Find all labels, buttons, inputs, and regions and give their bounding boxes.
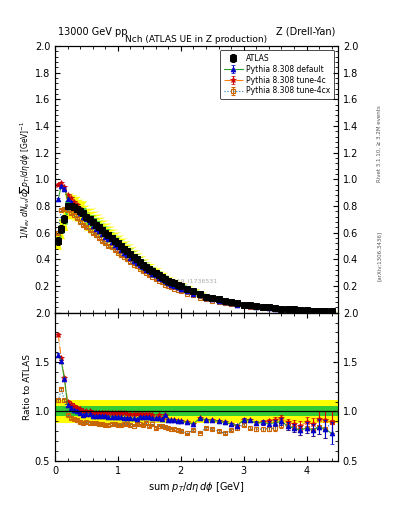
Title: Nch (ATLAS UE in Z production): Nch (ATLAS UE in Z production)	[125, 35, 268, 44]
Text: 13000 GeV pp: 13000 GeV pp	[58, 27, 127, 37]
Text: [arXiv:1306.3436]: [arXiv:1306.3436]	[377, 231, 382, 281]
Text: AT...2019_I1736531: AT...2019_I1736531	[158, 278, 219, 284]
Legend: ATLAS, Pythia 8.308 default, Pythia 8.308 tune-4c, Pythia 8.308 tune-4cx: ATLAS, Pythia 8.308 default, Pythia 8.30…	[220, 50, 334, 99]
Text: Rivet 3.1.10, ≥ 3.2M events: Rivet 3.1.10, ≥ 3.2M events	[377, 105, 382, 182]
Y-axis label: Ratio to ATLAS: Ratio to ATLAS	[23, 354, 32, 420]
Y-axis label: $1/N_{ev}\ dN_{ev}/d\!\sum p_T/d\eta\,d\phi\ \mathrm{[GeV]^{-1}}$: $1/N_{ev}\ dN_{ev}/d\!\sum p_T/d\eta\,d\…	[18, 120, 32, 239]
X-axis label: sum $p_T/d\eta\,d\phi$ [GeV]: sum $p_T/d\eta\,d\phi$ [GeV]	[148, 480, 245, 494]
Text: Z (Drell-Yan): Z (Drell-Yan)	[276, 27, 335, 37]
